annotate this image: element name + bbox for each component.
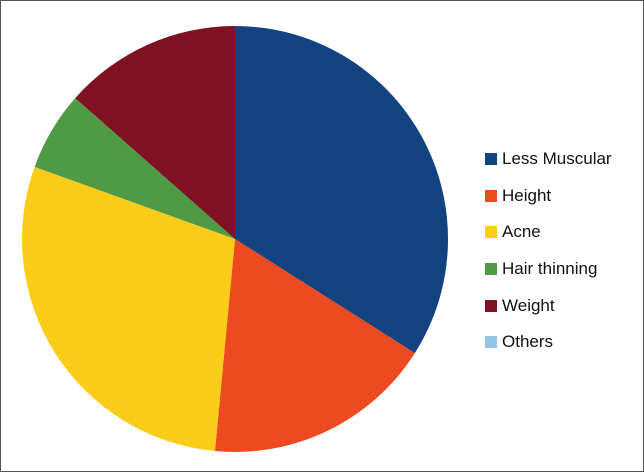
legend-label-hair-thinning: Hair thinning: [502, 259, 598, 279]
legend-swatch-height: [485, 189, 497, 202]
legend-swatch-hair-thinning: [485, 263, 497, 276]
legend-swatch-weight: [485, 299, 497, 312]
pie-slice-hair-thinning: [34, 98, 236, 239]
legend-item-weight: Weight: [485, 287, 612, 324]
legend-label-height: Height: [502, 185, 552, 205]
legend-item-less-muscular: Less Muscular: [485, 141, 612, 178]
pie-slice-weight: [75, 26, 235, 239]
legend-swatch-acne: [485, 226, 497, 239]
legend-label-others: Others: [502, 332, 554, 352]
legend-swatch-others: [485, 336, 497, 349]
legend-swatch-less-muscular: [485, 153, 497, 166]
chart-legend: Less Muscular Height Acne Hair thinning …: [485, 141, 612, 361]
legend-item-others: Others: [485, 324, 612, 361]
legend-label-less-muscular: Less Muscular: [502, 149, 612, 169]
legend-label-acne: Acne: [502, 222, 541, 242]
pie-slice-acne: [21, 166, 235, 452]
legend-item-height: Height: [485, 178, 612, 215]
pie-slice-less-muscular: [235, 26, 448, 354]
legend-label-weight: Weight: [502, 295, 555, 315]
legend-item-acne: Acne: [485, 214, 612, 251]
legend-item-hair-thinning: Hair thinning: [485, 251, 612, 288]
pie-slice-height: [214, 239, 415, 452]
